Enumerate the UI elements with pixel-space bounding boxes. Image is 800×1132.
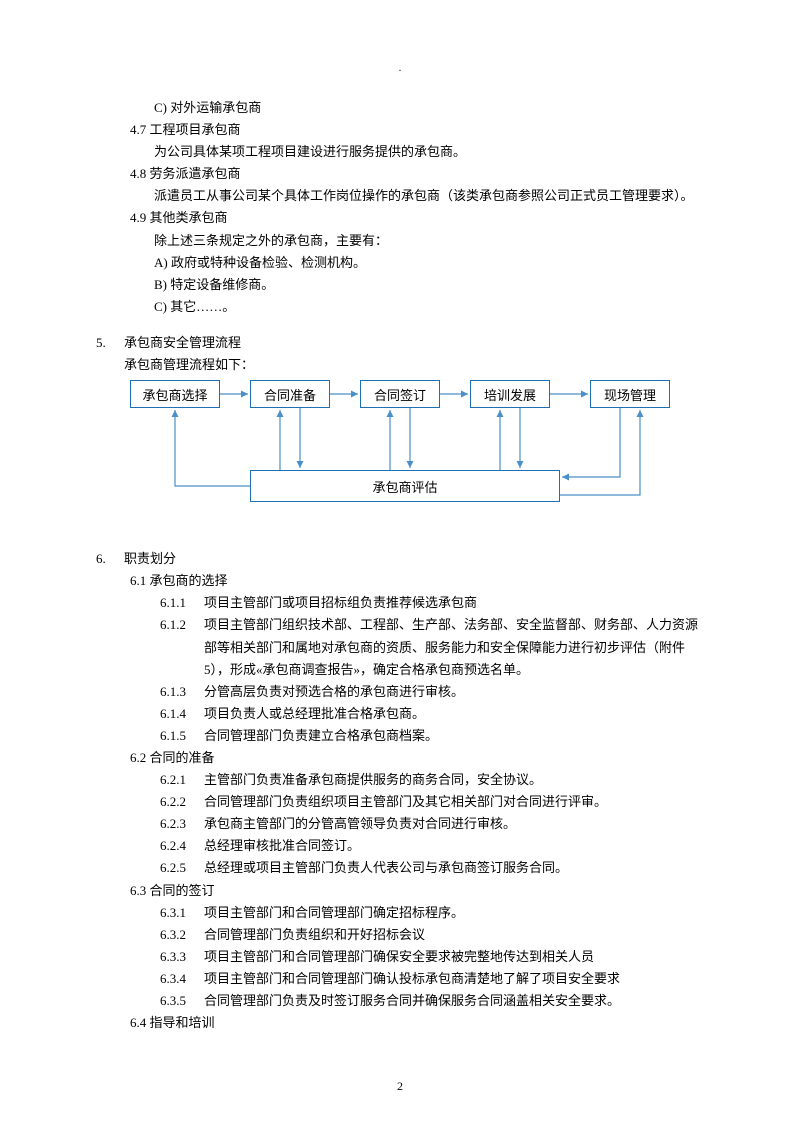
num: 6.1.4 (160, 703, 204, 725)
item-6-2-1: 6.2.1主管部门负责准备承包商提供服务的商务合同，安全协议。 (160, 769, 710, 791)
txt: 分管高层负责对预选合格的承包商进行审核。 (204, 681, 710, 703)
page-number: 2 (0, 1076, 800, 1096)
txt: 总经理审核批准合同签订。 (204, 835, 710, 857)
section-4-9-b: B) 特定设备维修商。 (90, 274, 710, 296)
item-6-1-1: 6.1.1项目主管部门或项目招标组负责推荐候选承包商 (160, 592, 710, 614)
section-5-no: 5. (96, 332, 124, 354)
flow-box-5: 现场管理 (590, 380, 670, 408)
item-6-2-3: 6.2.3承包商主管部门的分管高管领导负责对合同进行审核。 (160, 813, 710, 835)
txt: 总经理或项目主管部门负责人代表公司与承包商签订服务合同。 (204, 857, 710, 879)
item-6-3-5: 6.3.5合同管理部门负责及时签订服务合同并确保服务合同涵盖相关安全要求。 (160, 990, 710, 1012)
num: 6.3.4 (160, 968, 204, 990)
num: 6.2.3 (160, 813, 204, 835)
section-5-subtitle: 承包商管理流程如下： (90, 354, 710, 376)
section-4-9-title: 4.9 其他类承包商 (90, 207, 710, 229)
section-6-3-title: 6.3 合同的签订 (90, 880, 710, 902)
section-6-4-title: 6.4 指导和培训 (90, 1012, 710, 1034)
section-5-header: 5. 承包商安全管理流程 (90, 332, 710, 354)
item-6-3-1: 6.3.1项目主管部门和合同管理部门确定招标程序。 (160, 902, 710, 924)
flow-box-1: 承包商选择 (130, 380, 220, 408)
header-dot: . (90, 60, 710, 77)
num: 6.2.4 (160, 835, 204, 857)
txt: 主管部门负责准备承包商提供服务的商务合同，安全协议。 (204, 769, 710, 791)
flow-box-3: 合同签订 (360, 380, 440, 408)
section-4-9-a: A) 政府或特种设备检验、检测机构。 (90, 252, 710, 274)
txt: 项目主管部门和合同管理部门确认投标承包商清楚地了解了项目安全要求 (204, 968, 710, 990)
num: 6.1.2 (160, 614, 204, 680)
section-4-7-title: 4.7 工程项目承包商 (90, 119, 710, 141)
section-5-title: 承包商安全管理流程 (124, 332, 241, 354)
section-6-header: 6. 职责划分 (90, 548, 710, 570)
txt: 合同管理部门负责建立合格承包商档案。 (204, 725, 710, 747)
txt: 项目主管部门和合同管理部门确定招标程序。 (204, 902, 710, 924)
item-6-2-2: 6.2.2合同管理部门负责组织项目主管部门及其它相关部门对合同进行评审。 (160, 791, 710, 813)
num: 6.1.5 (160, 725, 204, 747)
item-6-1-2: 6.1.2项目主管部门组织技术部、工程部、生产部、法务部、安全监督部、财务部、人… (160, 614, 710, 680)
txt: 承包商主管部门的分管高管领导负责对合同进行审核。 (204, 813, 710, 835)
section-6-no: 6. (96, 548, 124, 570)
flow-box-2: 合同准备 (250, 380, 330, 408)
item-6-3-4: 6.3.4项目主管部门和合同管理部门确认投标承包商清楚地了解了项目安全要求 (160, 968, 710, 990)
item-6-2-5: 6.2.5总经理或项目主管部门负责人代表公司与承包商签订服务合同。 (160, 857, 710, 879)
flow-box-4: 培训发展 (470, 380, 550, 408)
section-6-2-title: 6.2 合同的准备 (90, 747, 710, 769)
txt: 项目负责人或总经理批准合格承包商。 (204, 703, 710, 725)
num: 6.2.5 (160, 857, 204, 879)
item-6-3-3: 6.3.3项目主管部门和合同管理部门确保安全要求被完整地传达到相关人员 (160, 946, 710, 968)
item-4c: C) 对外运输承包商 (90, 97, 710, 119)
section-4-9-c: C) 其它……。 (90, 296, 710, 318)
num: 6.2.2 (160, 791, 204, 813)
item-6-1-4: 6.1.4项目负责人或总经理批准合格承包商。 (160, 703, 710, 725)
section-4-8-title: 4.8 劳务派遣承包商 (90, 163, 710, 185)
num: 6.3.2 (160, 924, 204, 946)
num: 6.3.5 (160, 990, 204, 1012)
txt: 合同管理部门负责及时签订服务合同并确保服务合同涵盖相关安全要求。 (204, 990, 710, 1012)
num: 6.1.1 (160, 592, 204, 614)
section-4-9-text: 除上述三条规定之外的承包商，主要有： (90, 230, 710, 252)
num: 6.1.3 (160, 681, 204, 703)
section-6-title: 职责划分 (124, 548, 176, 570)
txt: 合同管理部门负责组织和开好招标会议 (204, 924, 710, 946)
section-4-8-text: 派遣员工从事公司某个具体工作岗位操作的承包商（该类承包商参照公司正式员工管理要求… (90, 185, 710, 207)
item-6-2-4: 6.2.4总经理审核批准合同签订。 (160, 835, 710, 857)
item-6-1-3: 6.1.3分管高层负责对预选合格的承包商进行审核。 (160, 681, 710, 703)
num: 6.2.1 (160, 769, 204, 791)
num: 6.3.1 (160, 902, 204, 924)
txt: 项目主管部门和合同管理部门确保安全要求被完整地传达到相关人员 (204, 946, 710, 968)
txt: 项目主管部门组织技术部、工程部、生产部、法务部、安全监督部、财务部、人力资源部等… (204, 614, 710, 680)
txt: 合同管理部门负责组织项目主管部门及其它相关部门对合同进行评审。 (204, 791, 710, 813)
flow-eval-box: 承包商评估 (250, 470, 560, 502)
item-6-1-5: 6.1.5合同管理部门负责建立合格承包商档案。 (160, 725, 710, 747)
section-4-7-text: 为公司具体某项工程项目建设进行服务提供的承包商。 (90, 141, 710, 163)
txt: 项目主管部门或项目招标组负责推荐候选承包商 (204, 592, 710, 614)
flowchart: 承包商选择 合同准备 合同签订 培训发展 现场管理 承包商评估 (130, 380, 690, 530)
num: 6.3.3 (160, 946, 204, 968)
document-page: . C) 对外运输承包商 4.7 工程项目承包商 为公司具体某项工程项目建设进行… (0, 0, 800, 1132)
item-6-3-2: 6.3.2合同管理部门负责组织和开好招标会议 (160, 924, 710, 946)
section-6-1-title: 6.1 承包商的选择 (90, 570, 710, 592)
